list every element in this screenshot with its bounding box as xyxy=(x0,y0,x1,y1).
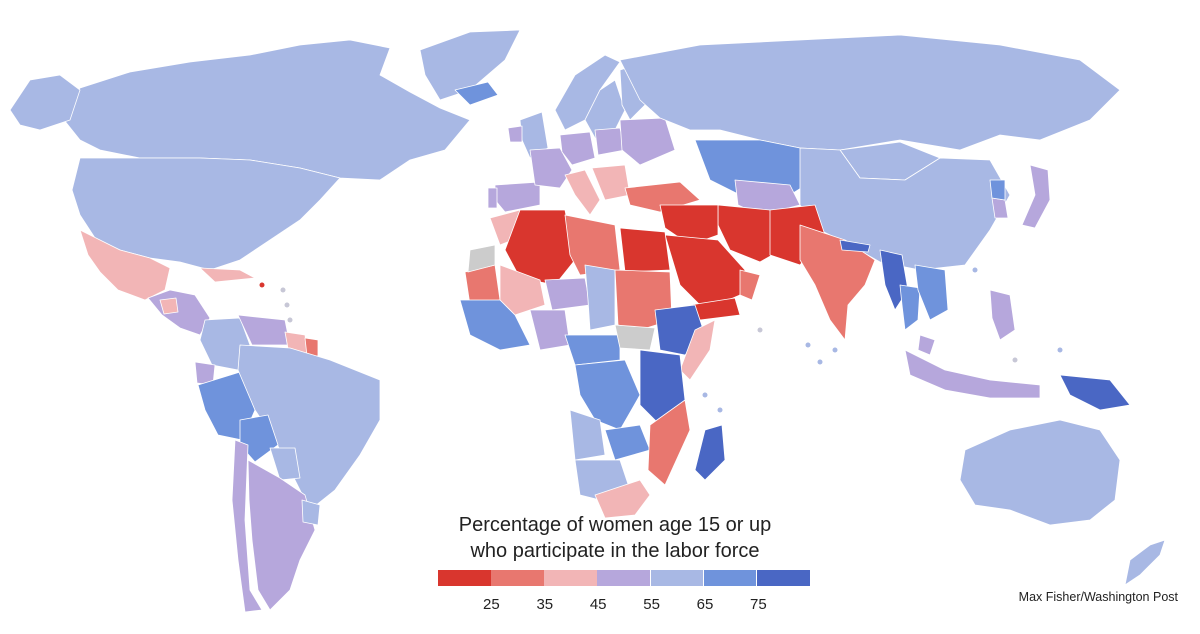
region-germany xyxy=(559,131,596,166)
region-central-africa xyxy=(564,334,621,366)
region-west-africa xyxy=(459,299,531,351)
region-nigeria xyxy=(529,309,571,351)
region-bolivia xyxy=(239,414,279,463)
island-marker xyxy=(287,317,293,323)
region-south-sudan xyxy=(614,324,656,351)
region-western-sahara xyxy=(467,244,496,273)
legend-swatch-6 xyxy=(756,570,810,586)
region-cuba xyxy=(199,267,256,283)
region-portugal xyxy=(487,187,498,209)
region-brazil xyxy=(237,344,381,511)
region-nepal xyxy=(839,239,871,253)
region-egypt xyxy=(619,227,671,273)
island-marker xyxy=(280,287,286,293)
island-marker xyxy=(284,302,290,308)
region-guatemala xyxy=(159,297,179,315)
region-indonesia xyxy=(904,349,1041,399)
legend-swatch-0 xyxy=(438,570,491,586)
region-mozambique xyxy=(647,399,691,486)
region-thailand xyxy=(899,284,921,331)
island-marker xyxy=(757,327,763,333)
island-marker xyxy=(717,407,723,413)
region-russia xyxy=(619,34,1121,151)
region-norway xyxy=(554,54,621,131)
region-north-korea xyxy=(989,179,1006,201)
region-paraguay xyxy=(269,447,301,481)
legend-swatch-1 xyxy=(491,570,544,586)
legend-tick-75: 75 xyxy=(750,596,767,613)
legend-title-line2: who participate in the labor force xyxy=(470,540,760,562)
region-somalia xyxy=(679,319,716,381)
region-indochina xyxy=(914,264,949,321)
legend-title-line1: Percentage of women age 15 or up xyxy=(458,514,772,536)
legend-tick-25: 25 xyxy=(483,596,500,613)
region-chile xyxy=(231,439,263,613)
region-new-zealand xyxy=(1124,539,1166,586)
region-central-america xyxy=(147,289,211,336)
region-iceland xyxy=(454,81,499,106)
region-malaysia xyxy=(917,334,936,356)
legend-tick-55: 55 xyxy=(643,596,660,613)
legend-tick-35: 35 xyxy=(536,596,554,613)
region-spain xyxy=(494,181,541,213)
region-japan xyxy=(1021,164,1051,229)
region-france xyxy=(529,147,573,189)
legend-color-scale xyxy=(438,570,810,586)
region-eastern-europe xyxy=(619,117,676,166)
region-uruguay xyxy=(301,499,321,526)
region-alaska xyxy=(9,74,81,131)
region-zambia xyxy=(604,424,651,461)
region-south-africa xyxy=(594,479,651,519)
region-oman xyxy=(739,269,761,301)
legend-title: Percentage of women age 15 or up who par… xyxy=(410,512,820,564)
legend: Percentage of women age 15 or up who par… xyxy=(430,512,820,613)
legend-swatch-3 xyxy=(597,570,651,586)
region-madagascar xyxy=(694,424,726,481)
region-united-states xyxy=(71,157,341,271)
island-marker xyxy=(972,267,978,273)
island-marker xyxy=(1012,357,1018,363)
region-mexico xyxy=(79,229,171,301)
region-angola xyxy=(569,409,606,461)
region-chad xyxy=(584,264,616,331)
island-marker xyxy=(832,347,838,353)
region-italy xyxy=(564,169,601,216)
region-argentina xyxy=(247,459,316,611)
legend-swatch-5 xyxy=(703,570,757,586)
region-philippines xyxy=(989,289,1016,341)
region-papua-new-guinea xyxy=(1059,374,1131,411)
island-marker xyxy=(702,392,708,398)
region-ireland xyxy=(507,125,523,143)
source-credit: Max Fisher/Washington Post xyxy=(1018,590,1178,604)
legend-tick-65: 65 xyxy=(696,596,714,613)
island-marker xyxy=(805,342,811,348)
island-marker xyxy=(1057,347,1063,353)
legend-swatch-4 xyxy=(650,570,704,586)
legend-tick-45: 45 xyxy=(589,596,607,613)
island-marker xyxy=(817,359,823,365)
region-niger xyxy=(544,277,591,311)
island-marker xyxy=(259,282,265,288)
legend-swatch-2 xyxy=(544,570,598,586)
region-australia xyxy=(959,419,1121,526)
region-greenland xyxy=(419,29,521,101)
